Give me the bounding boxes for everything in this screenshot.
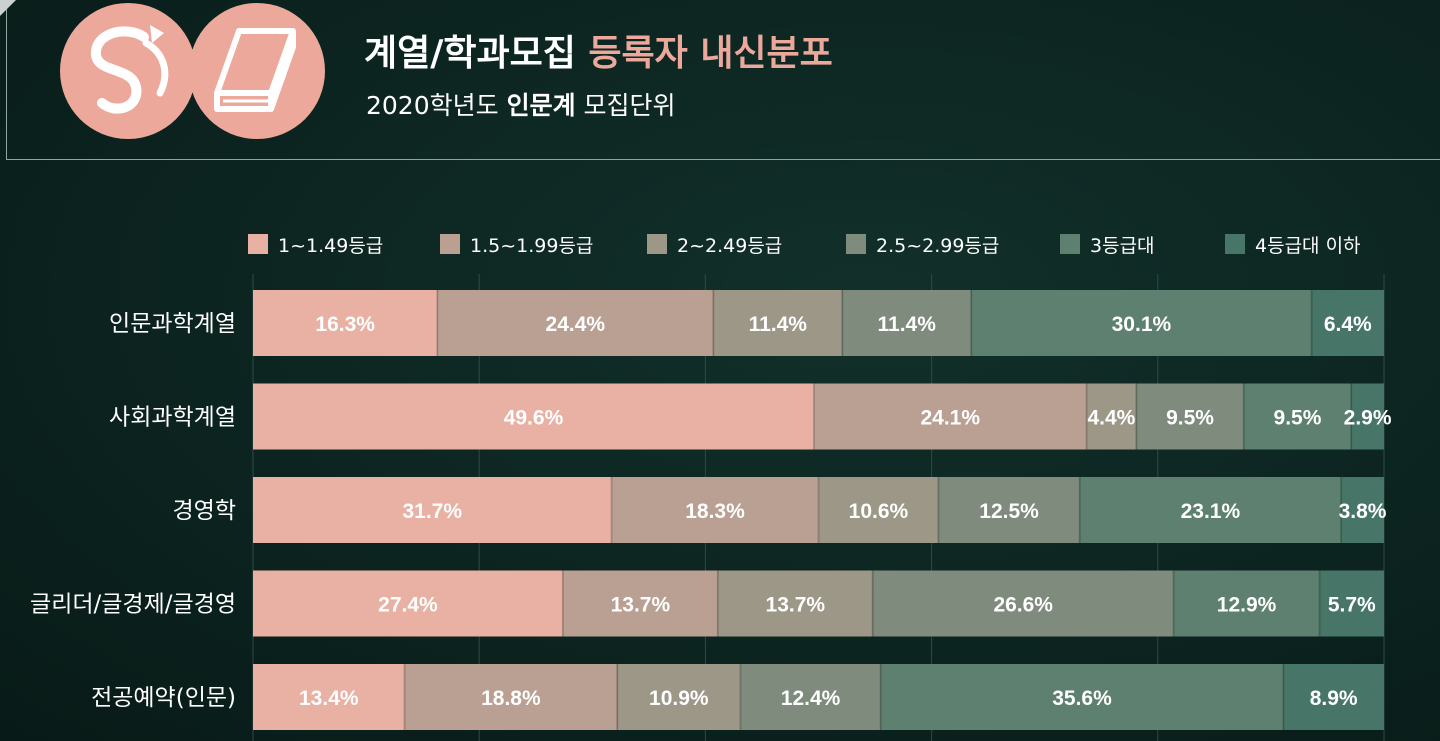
page-subtitle: 2020학년도 인문계 모집단위 [366,91,676,120]
legend-label: 4등급대 이하 [1255,234,1361,257]
legend-swatch [1225,234,1245,254]
bar-segment [617,664,741,730]
corner-mark [0,0,16,16]
data-label: 13.7% [766,594,826,617]
legend-item: 2~2.49등급 [647,232,783,257]
data-label: 10.9% [649,687,709,710]
legend-item: 1~1.49등급 [248,232,384,257]
bar-segment [562,570,718,637]
bar-segment [938,477,1080,543]
data-label: 18.3% [685,500,745,523]
legend-item: 2.5~2.99등급 [846,232,1000,257]
bar-segment [717,570,873,637]
legend-swatch [440,234,460,254]
category-label: 사회과학계열 [109,405,236,431]
data-label: 12.9% [1217,594,1277,617]
data-label: 24.4% [546,313,606,336]
data-label: 9.5% [1166,407,1214,430]
legend-item: 1.5~1.99등급 [440,232,594,257]
bar-segment [253,664,405,730]
data-label: 12.5% [979,500,1039,523]
bar-segment [1283,664,1384,730]
bar-segment [813,383,1087,450]
bar-segment [1311,290,1384,356]
bar-segment [1341,477,1384,543]
data-label: 23.1% [1181,500,1241,523]
category-label: 전공예약(인문) [91,685,236,711]
legend-swatch [1060,234,1080,254]
data-label: 10.6% [849,500,909,523]
data-label: 31.7% [402,500,462,523]
legend-label: 3등급대 [1090,234,1155,257]
data-label: 8.9% [1310,687,1358,710]
bar-segment [872,570,1174,637]
bar-segment [971,290,1312,356]
bar-segment [1319,570,1384,637]
bar-segment [842,290,972,356]
bar-segment [253,477,612,543]
bar-segment [611,477,819,543]
legend-item: 4등급대 이하 [1225,232,1361,257]
data-label: 9.5% [1274,407,1322,430]
bar-segment [740,664,881,730]
data-label: 30.1% [1112,313,1172,336]
legend-item: 3등급대 [1060,232,1155,257]
page-title: 계열/학과모집 등록자 내신분포 [364,33,833,74]
data-label: 26.6% [993,594,1053,617]
data-label: 49.6% [504,407,564,430]
legend-swatch [647,234,667,254]
category-label: 인문과학계열 [109,311,236,337]
logo-s-icon [60,3,196,139]
data-label: 5.7% [1328,594,1376,617]
bar-segment [253,570,563,637]
book-icon [189,3,325,139]
bar-segment [253,383,814,450]
bar-segment [253,290,438,356]
bar-segment [880,664,1284,730]
category-label: 글리더/글경제/글경영 [30,592,236,618]
data-label: 35.6% [1052,687,1112,710]
legend-label: 1.5~1.99등급 [470,234,594,257]
bar-segment [437,290,714,356]
legend-swatch [846,234,866,254]
data-label: 16.3% [315,313,375,336]
bar-segment [1243,383,1352,450]
data-label: 13.7% [611,594,671,617]
bar-segment [818,477,939,543]
data-label: 6.4% [1324,313,1372,336]
data-label: 11.4% [749,313,808,336]
data-label: 4.4% [1087,407,1135,430]
bar-segment [713,290,843,356]
data-label: 3.8% [1339,500,1387,523]
bar-segment [1079,477,1342,543]
data-label: 12.4% [781,687,841,710]
data-label: 2.9% [1344,407,1392,430]
legend-label: 2~2.49등급 [677,234,783,257]
legend-label: 1~1.49등급 [278,234,384,257]
bar-segment [404,664,618,730]
bar-segment [1173,570,1320,637]
legend-swatch [248,234,268,254]
data-label: 24.1% [920,407,980,430]
data-label: 27.4% [378,594,438,617]
category-label: 경영학 [173,498,236,524]
legend-label: 2.5~2.99등급 [876,234,1000,257]
header-frame [6,0,1440,160]
data-label: 13.4% [299,687,359,710]
data-label: 18.8% [481,687,541,710]
bar-segment [1351,383,1384,450]
data-label: 11.4% [878,313,937,336]
bar-segment [1086,383,1137,450]
bar-segment [1136,383,1244,450]
